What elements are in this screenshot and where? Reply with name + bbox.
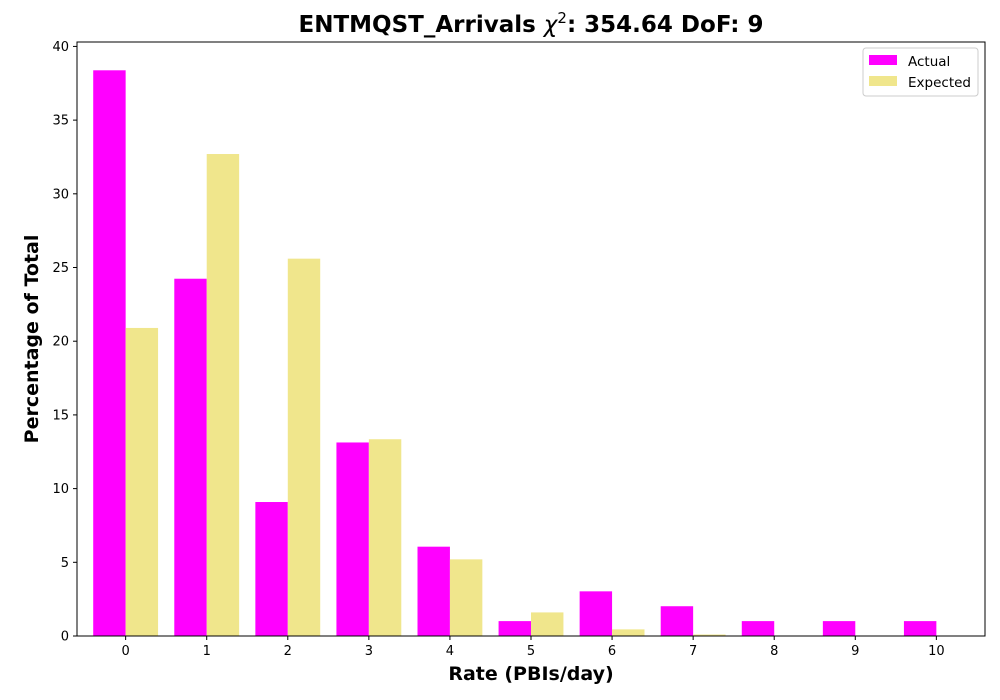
x-tick-label: 7 bbox=[689, 644, 697, 659]
bar-actual-5 bbox=[498, 621, 531, 636]
y-tick-label: 25 bbox=[52, 261, 69, 276]
bar-actual-8 bbox=[741, 621, 775, 636]
y-tick-label: 0 bbox=[61, 630, 69, 645]
bar-expected-2 bbox=[287, 258, 321, 636]
bar-actual-7 bbox=[660, 606, 694, 636]
bars-group bbox=[93, 70, 937, 637]
y-tick-label: 10 bbox=[52, 482, 69, 497]
legend-label-expected: Expected bbox=[908, 75, 971, 91]
y-tick-label: 30 bbox=[52, 187, 69, 202]
x-tick-label: 4 bbox=[446, 644, 454, 659]
legend-swatch-expected bbox=[869, 76, 897, 86]
bar-actual-10 bbox=[903, 621, 937, 636]
legend-label-actual: Actual bbox=[908, 54, 950, 70]
bar-actual-6 bbox=[579, 591, 613, 636]
bar-expected-4 bbox=[449, 559, 483, 636]
bar-actual-1 bbox=[174, 278, 207, 636]
bar-expected-3 bbox=[368, 439, 402, 636]
y-axis-label: Percentage of Total bbox=[21, 235, 43, 444]
x-tick-label: 2 bbox=[284, 644, 292, 659]
y-ticks-group: 0 5 10 15 20 25 30 35 40 bbox=[52, 40, 77, 645]
x-tick-label: 1 bbox=[203, 644, 211, 659]
bar-actual-4 bbox=[417, 546, 450, 636]
x-tick-label: 3 bbox=[365, 644, 373, 659]
bar-expected-7 bbox=[693, 634, 726, 636]
bar-expected-5 bbox=[531, 612, 564, 636]
y-tick-label: 35 bbox=[52, 114, 69, 129]
bar-actual-2 bbox=[255, 502, 288, 636]
bar-expected-6 bbox=[612, 629, 645, 636]
bar-actual-3 bbox=[336, 442, 369, 636]
x-tick-label: 6 bbox=[608, 644, 616, 659]
x-axis-label: Rate (PBIs/day) bbox=[448, 663, 613, 685]
x-tick-label: 9 bbox=[851, 644, 859, 659]
chart-title: ENTMQST_Arrivals χ2: 354.64 DoF: 9 bbox=[298, 9, 763, 38]
x-tick-label: 8 bbox=[770, 644, 778, 659]
y-tick-label: 15 bbox=[52, 408, 69, 423]
plot-frame bbox=[76, 41, 986, 637]
y-tick-label: 20 bbox=[52, 335, 69, 350]
bar-actual-9 bbox=[822, 621, 856, 636]
x-tick-label: 10 bbox=[928, 644, 945, 659]
bar-expected-1 bbox=[206, 154, 240, 636]
bar-actual-0 bbox=[93, 70, 126, 637]
legend: Actual Expected bbox=[862, 47, 979, 97]
x-tick-label: 0 bbox=[122, 644, 130, 659]
legend-swatch-actual bbox=[869, 55, 897, 65]
bar-expected-0 bbox=[125, 327, 159, 636]
x-tick-label: 5 bbox=[527, 644, 535, 659]
x-ticks-group: 0 1 2 3 4 5 6 7 8 9 10 bbox=[122, 636, 945, 659]
y-tick-label: 5 bbox=[61, 556, 69, 571]
y-tick-label: 40 bbox=[52, 40, 69, 55]
